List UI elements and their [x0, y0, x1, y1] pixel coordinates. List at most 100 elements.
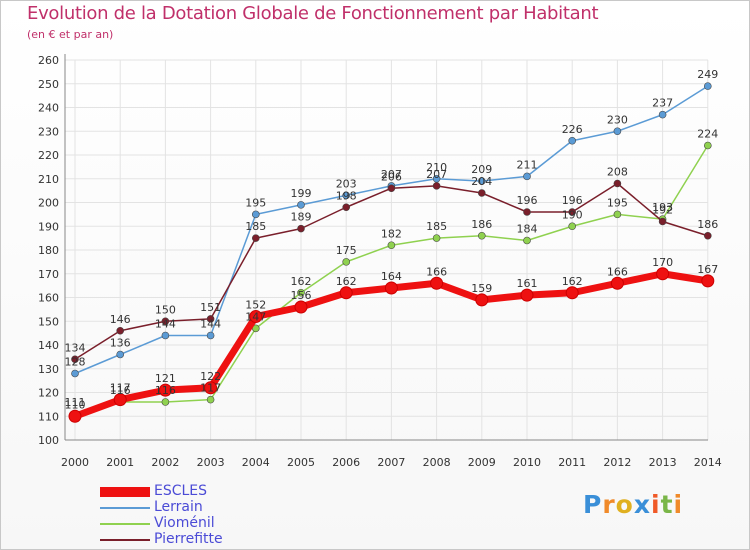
x-tick-label: 2012	[603, 456, 631, 469]
data-label: 162	[336, 275, 357, 288]
data-point-pierrefitte	[71, 355, 79, 364]
data-label: 199	[291, 187, 312, 200]
data-label: 230	[607, 113, 628, 126]
data-label: 146	[110, 313, 131, 326]
data-point-escles	[430, 276, 444, 290]
x-tick-label: 2009	[468, 456, 496, 469]
data-point-lerrain	[116, 350, 124, 359]
data-label: 195	[245, 196, 266, 209]
data-label: 136	[110, 337, 131, 350]
data-point-pierrefitte	[252, 234, 260, 242]
data-point-vioménil	[432, 234, 441, 242]
data-point-escles	[384, 281, 398, 295]
data-label: 184	[517, 223, 538, 236]
chart-subtitle: (en € et par an)	[27, 28, 114, 41]
legend-label-pierrefitte: Pierrefitte	[154, 531, 223, 547]
data-label: 152	[245, 299, 266, 312]
x-tick-label: 2003	[197, 456, 225, 469]
y-tick-label: 120	[38, 387, 59, 400]
data-label: 122	[200, 370, 221, 383]
data-point-escles	[565, 286, 579, 300]
data-label: 207	[426, 168, 447, 181]
logo-letter: t	[660, 490, 674, 519]
legend-swatch-lerrain	[100, 507, 150, 509]
data-point-pierrefitte	[523, 208, 531, 216]
legend-label-viomenil: Vioménil	[154, 515, 215, 531]
data-label: 185	[245, 220, 266, 233]
data-point-vioménil	[613, 210, 622, 219]
data-label: 175	[336, 244, 357, 257]
data-label: 209	[471, 163, 492, 176]
data-label: 192	[652, 204, 673, 217]
data-label: 196	[517, 194, 538, 207]
data-label: 182	[381, 227, 402, 240]
y-tick-label: 150	[38, 315, 59, 328]
legend-swatch-escles	[100, 487, 150, 497]
data-point-vioménil	[161, 398, 170, 406]
data-point-pierrefitte	[342, 203, 351, 212]
y-tick-label: 240	[38, 102, 59, 115]
data-point-pierrefitte	[387, 184, 396, 193]
data-label: 150	[155, 303, 176, 316]
data-label: 186	[697, 218, 718, 231]
data-point-pierrefitte	[161, 317, 170, 326]
data-point-escles	[339, 286, 353, 300]
y-tick-label: 230	[38, 125, 59, 138]
data-point-escles	[68, 409, 82, 423]
x-tick-label: 2006	[332, 456, 360, 469]
data-label: 204	[471, 175, 492, 188]
data-point-vioménil	[387, 241, 396, 250]
data-point-vioménil	[297, 288, 305, 297]
logo-letter: P	[583, 490, 603, 519]
data-point-vioménil	[206, 395, 215, 404]
data-point-pierrefitte	[206, 315, 215, 323]
logo-letter: o	[615, 490, 634, 519]
data-point-lerrain	[206, 331, 215, 340]
y-tick-label: 140	[38, 339, 59, 352]
data-label: 185	[426, 220, 447, 233]
data-label: 164	[381, 270, 402, 283]
y-tick-label: 180	[38, 244, 59, 257]
data-point-lerrain	[252, 210, 260, 219]
data-point-escles	[701, 274, 715, 288]
x-tick-label: 2014	[694, 456, 722, 469]
data-label: 203	[336, 177, 357, 190]
data-label: 162	[291, 275, 312, 288]
data-point-escles	[610, 276, 624, 290]
data-point-pierrefitte	[116, 326, 124, 335]
legend-swatch-viomenil	[100, 523, 150, 525]
data-point-escles	[475, 293, 489, 307]
data-point-lerrain	[613, 127, 622, 136]
data-point-lerrain	[161, 331, 170, 340]
data-label: 156	[291, 289, 312, 302]
x-tick-label: 2000	[61, 456, 89, 469]
data-point-lerrain	[71, 369, 79, 378]
x-tick-label: 2013	[649, 456, 677, 469]
data-point-lerrain	[568, 136, 577, 145]
data-label: 226	[562, 123, 583, 136]
data-label: 159	[471, 282, 492, 295]
data-point-escles	[294, 300, 308, 314]
chart-title: Evolution de la Dotation Globale de Fonc…	[27, 3, 599, 24]
data-label: 116	[155, 384, 176, 397]
legend-swatch-pierrefitte	[100, 539, 150, 541]
logo-letter: i	[673, 490, 684, 519]
data-point-escles	[520, 288, 534, 302]
data-label: 206	[381, 170, 402, 183]
data-point-lerrain	[658, 110, 667, 119]
data-label: 208	[607, 166, 628, 179]
x-tick-label: 2005	[287, 456, 315, 469]
data-label: 167	[697, 263, 718, 276]
data-label: 116	[110, 384, 131, 397]
data-label: 121	[155, 372, 176, 385]
data-point-escles	[656, 267, 670, 281]
data-label: 198	[336, 189, 357, 202]
data-point-vioménil	[703, 141, 712, 150]
data-label: 224	[697, 128, 718, 141]
y-tick-label: 200	[38, 197, 59, 210]
data-label: 117	[110, 382, 131, 395]
data-point-pierrefitte	[658, 217, 667, 226]
x-tick-label: 2011	[558, 456, 586, 469]
data-label: 193	[652, 201, 673, 214]
y-tick-label: 110	[38, 410, 59, 423]
